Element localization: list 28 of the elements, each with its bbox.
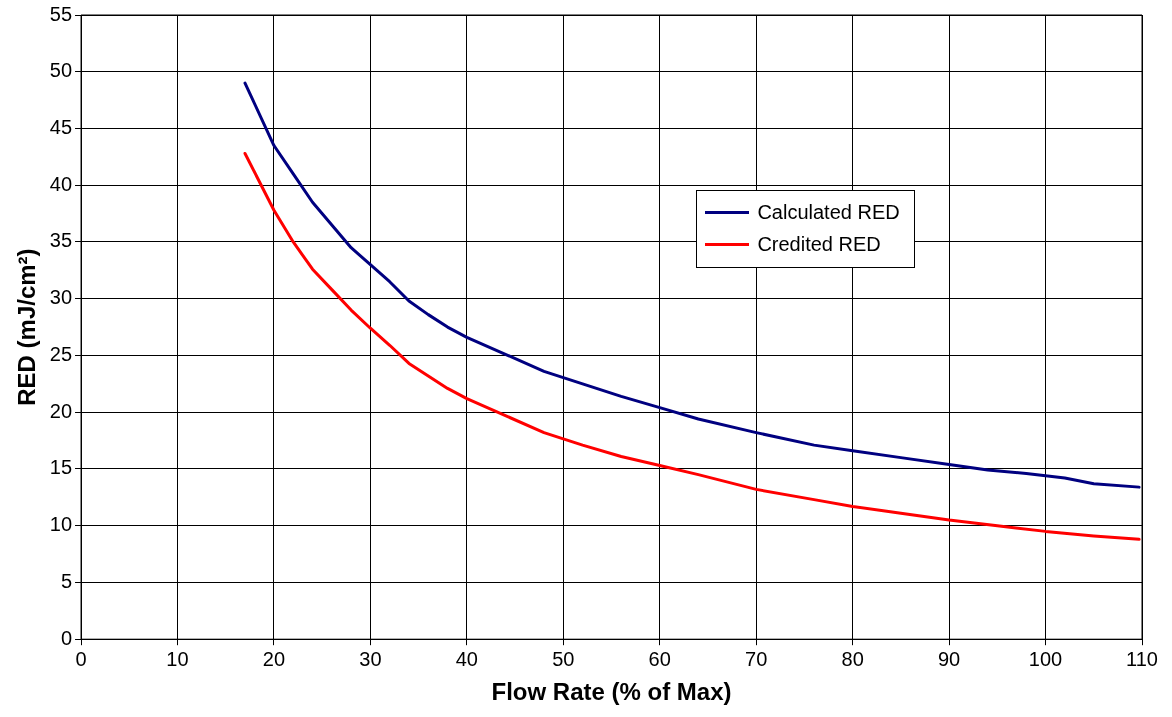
x-tick-label: 0: [75, 647, 87, 670]
x-tick-label: 100: [1028, 647, 1063, 670]
x-tick-label: 30: [359, 647, 382, 670]
y-tick-label: 0: [60, 626, 73, 649]
x-tick-label: 40: [455, 647, 478, 670]
x-tick-label: 60: [648, 647, 671, 670]
y-tick-label: 45: [49, 116, 73, 139]
x-tick-label: 20: [262, 647, 286, 670]
legend-label: Calculated RED: [757, 201, 900, 225]
y-tick-label: 35: [49, 229, 73, 252]
x-tick-label: 80: [841, 647, 864, 670]
y-tick-label: 50: [49, 59, 73, 82]
x-tick-label: 90: [937, 647, 961, 670]
y-tick-label: 15: [49, 456, 73, 479]
x-tick-label: 110: [1126, 647, 1158, 670]
y-tick-label: 30: [49, 286, 73, 309]
y-tick-label: 20: [49, 399, 73, 422]
y-tick-label: 5: [60, 569, 73, 592]
x-tick-label: 50: [552, 647, 575, 670]
x-axis-title: Flow Rate (% of Max): [491, 678, 732, 706]
x-tick-label: 10: [166, 647, 189, 670]
y-tick-label: 25: [49, 342, 73, 365]
y-tick-label: 40: [49, 172, 73, 195]
y-tick-label: 55: [49, 2, 73, 25]
x-tick-label: 70: [745, 647, 768, 670]
y-axis-title: RED (mJ/cm²): [13, 248, 41, 406]
legend-label: Credited RED: [757, 233, 881, 257]
y-tick-label: 10: [49, 513, 73, 536]
